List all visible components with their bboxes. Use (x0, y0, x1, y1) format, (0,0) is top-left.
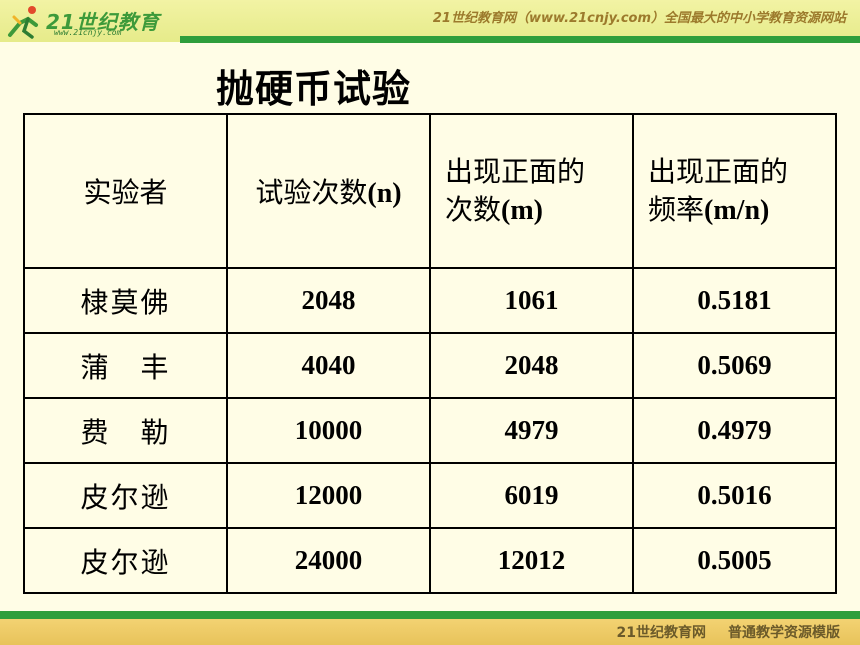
running-figure-icon (8, 6, 38, 39)
cell-experimenter: 棣莫佛 (23, 267, 228, 334)
cell-frequency: 0.5005 (632, 527, 837, 594)
footer-tagline: 普通教学资源模版 (728, 625, 840, 641)
coin-toss-table: 实验者 试验次数(n) 出现正面的 次数(m) 出现正面的 频率(m/n) 棣莫佛 … (23, 113, 837, 594)
cell-frequency: 0.5181 (632, 267, 837, 334)
cell-experimenter: 费 勒 (23, 397, 228, 464)
page-title: 抛硬币试验 (216, 67, 412, 111)
cell-heads: 6019 (429, 462, 634, 529)
cell-trials: 4040 (226, 332, 431, 399)
table-header-row: 实验者 试验次数(n) 出现正面的 次数(m) 出现正面的 频率(m/n) (23, 113, 837, 269)
cell-frequency: 0.4979 (632, 397, 837, 464)
table-row: 皮尔逊 12000 6019 0.5016 (23, 462, 837, 529)
cell-trials: 12000 (226, 462, 431, 529)
cell-trials: 2048 (226, 267, 431, 334)
cell-experimenter: 皮尔逊 (23, 527, 228, 594)
footer-stripe (0, 611, 860, 619)
cell-trials: 10000 (226, 397, 431, 464)
cell-heads: 1061 (429, 267, 634, 334)
header-heads-count: 出现正面的 次数(m) (429, 113, 634, 269)
cell-heads: 4979 (429, 397, 634, 464)
footer-text: 21世纪教育网 普通教学资源模版 (617, 622, 840, 642)
table-row: 费 勒 10000 4979 0.4979 (23, 397, 837, 464)
cell-heads: 12012 (429, 527, 634, 594)
cell-frequency: 0.5069 (632, 332, 837, 399)
table-row: 蒲 丰 4040 2048 0.5069 (23, 332, 837, 399)
cell-trials: 24000 (226, 527, 431, 594)
table-row: 皮尔逊 24000 12012 0.5005 (23, 527, 837, 594)
table-row: 棣莫佛 2048 1061 0.5181 (23, 267, 837, 334)
header-trials: 试验次数(n) (226, 113, 431, 269)
footer-site[interactable]: 21世纪教育网 (616, 625, 706, 641)
cell-experimenter: 蒲 丰 (23, 332, 228, 399)
header-stripe (180, 36, 860, 43)
header-slogan: 21世纪教育网（www.21cnjy.com）全国最大的中小学教育资源网站 (432, 11, 846, 26)
header-bar (0, 0, 860, 42)
cell-frequency: 0.5016 (632, 462, 837, 529)
logo-text: 21世纪教育 (46, 10, 160, 34)
cell-heads: 2048 (429, 332, 634, 399)
cell-experimenter: 皮尔逊 (23, 462, 228, 529)
logo-url: www.21cnjy.com (54, 28, 122, 37)
header-heads-frequency: 出现正面的 频率(m/n) (632, 113, 837, 269)
site-logo[interactable]: 21世纪教育 www.21cnjy.com (6, 3, 186, 41)
header-experimenter: 实验者 (23, 113, 228, 269)
